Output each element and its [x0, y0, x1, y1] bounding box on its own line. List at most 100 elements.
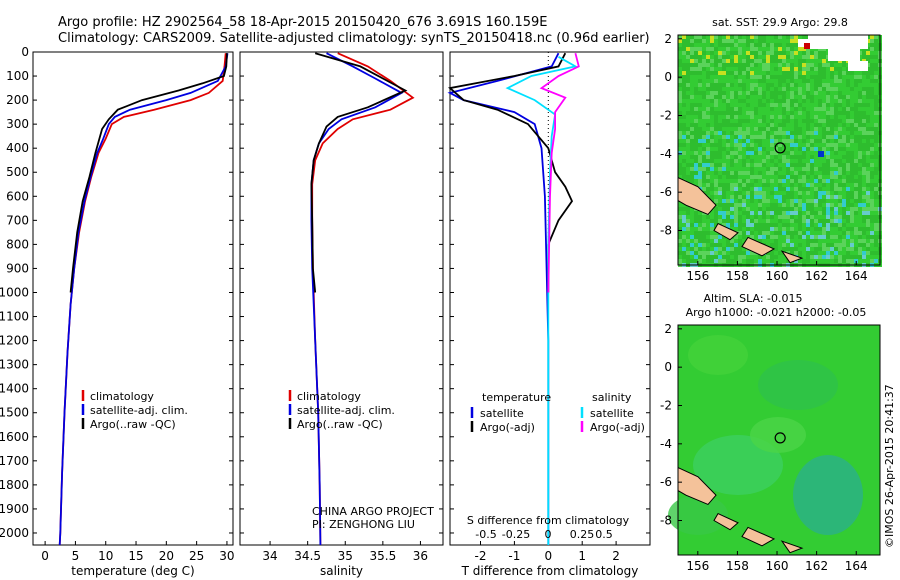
- sst-cell: [746, 35, 750, 39]
- sst-cell: [754, 91, 758, 95]
- sst-cell: [746, 63, 750, 67]
- sst-cell: [742, 131, 746, 135]
- sst-cold-cell: [818, 151, 824, 157]
- sst-cell: [802, 231, 806, 235]
- sst-cell: [802, 151, 806, 155]
- sst-cell: [806, 79, 810, 83]
- sst-cell: [834, 207, 838, 211]
- sst-cell: [762, 135, 766, 139]
- sst-cell: [746, 119, 750, 123]
- sst-cell: [790, 127, 794, 131]
- sst-cell: [870, 239, 874, 243]
- sst-cell: [770, 83, 774, 87]
- sst-cell: [870, 35, 874, 39]
- sst-cell: [746, 159, 750, 163]
- sst-cell: [846, 187, 850, 191]
- sst-cell: [846, 83, 850, 87]
- sst-cell: [874, 127, 878, 131]
- sst-cell: [874, 95, 878, 99]
- sst-cell: [794, 95, 798, 99]
- sst-cell: [854, 247, 858, 251]
- legend-label: satellite-adj. clim.: [90, 404, 188, 417]
- sst-cell: [750, 147, 754, 151]
- sst-cell: [714, 235, 718, 239]
- sst-cell: [762, 39, 766, 43]
- sst-cell: [722, 155, 726, 159]
- sst-cell: [694, 151, 698, 155]
- sst-cell: [854, 139, 858, 143]
- sst-cell: [734, 95, 738, 99]
- sst-cell: [766, 59, 770, 63]
- sst-cell: [870, 159, 874, 163]
- sst-cell: [874, 39, 878, 43]
- sst-cell: [762, 107, 766, 111]
- sst-cell: [766, 235, 770, 239]
- sst-cell: [682, 227, 686, 231]
- sst-cell: [826, 239, 830, 243]
- sst-cell: [838, 247, 842, 251]
- sst-cell: [766, 75, 770, 79]
- sst-cell: [690, 147, 694, 151]
- sst-cell: [742, 143, 746, 147]
- sst-cell: [782, 103, 786, 107]
- sst-cell: [814, 59, 818, 63]
- sst-cell: [786, 95, 790, 99]
- sst-cell: [778, 227, 782, 231]
- sst-cell: [846, 167, 850, 171]
- sst-cell: [738, 43, 742, 47]
- sst-cell: [830, 99, 834, 103]
- sst-cell: [770, 123, 774, 127]
- sst-cell: [850, 87, 854, 91]
- sst-cell: [730, 75, 734, 79]
- sst-cell: [850, 171, 854, 175]
- sst-cell: [810, 59, 814, 63]
- map-y-tick-label: -4: [660, 147, 672, 161]
- sst-cell: [870, 155, 874, 159]
- sst-cell: [858, 223, 862, 227]
- sst-cell: [734, 247, 738, 251]
- sst-cell: [870, 63, 874, 67]
- sst-cell: [686, 59, 690, 63]
- sst-cell: [818, 175, 822, 179]
- sst-cell: [874, 215, 878, 219]
- sst-cell: [782, 95, 786, 99]
- sst-cell: [786, 215, 790, 219]
- sst-cell: [742, 151, 746, 155]
- sst-cell: [850, 155, 854, 159]
- sst-cell: [738, 95, 742, 99]
- sst-cell: [678, 207, 682, 211]
- sst-cell: [694, 43, 698, 47]
- sst-cell: [870, 191, 874, 195]
- sst-cell: [726, 255, 730, 259]
- sst-cell: [826, 115, 830, 119]
- sst-cell: [694, 167, 698, 171]
- map-x-tick-label: 160: [766, 269, 789, 283]
- sst-cell: [726, 143, 730, 147]
- sst-cell: [706, 183, 710, 187]
- sst-cell: [870, 79, 874, 83]
- sst-cell: [778, 251, 782, 255]
- sst-cell: [774, 207, 778, 211]
- sst-cell: [734, 163, 738, 167]
- sst-cell: [842, 127, 846, 131]
- sst-cell: [714, 67, 718, 71]
- sst-cell: [750, 203, 754, 207]
- sst-cell: [702, 243, 706, 247]
- sst-cell: [734, 131, 738, 135]
- sst-cell: [774, 55, 778, 59]
- sst-cell: [754, 151, 758, 155]
- sst-cell: [694, 75, 698, 79]
- sst-cell: [678, 215, 682, 219]
- sst-cell: [734, 167, 738, 171]
- sst-cell: [786, 55, 790, 59]
- sst-cell: [794, 63, 798, 67]
- sst-cell: [842, 227, 846, 231]
- sst-cell: [854, 119, 858, 123]
- sst-cell: [746, 103, 750, 107]
- sst-cell: [774, 131, 778, 135]
- sst-cell: [798, 175, 802, 179]
- sst-cell: [862, 211, 866, 215]
- sst-cell: [798, 171, 802, 175]
- sst-cell: [726, 43, 730, 47]
- sst-cell: [706, 63, 710, 67]
